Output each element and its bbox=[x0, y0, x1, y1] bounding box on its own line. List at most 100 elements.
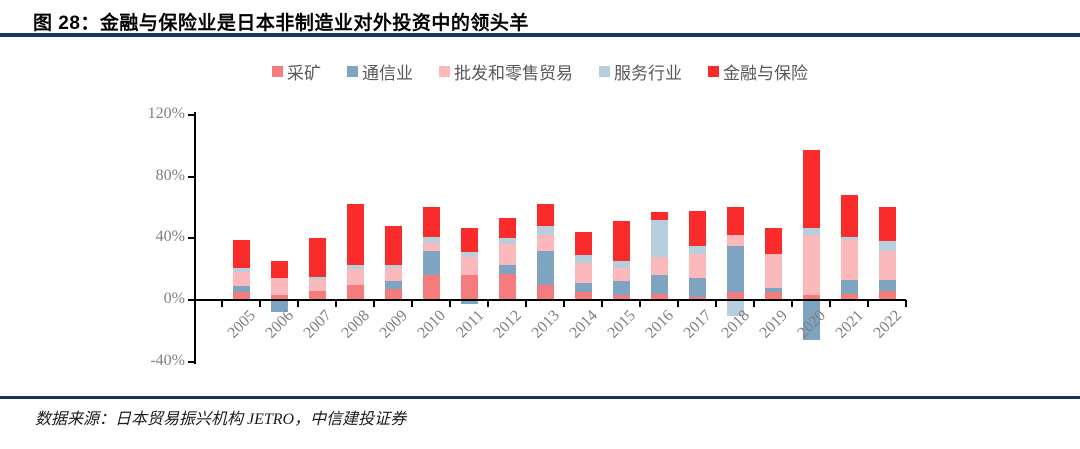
x-axis-label-2009: 2009 bbox=[376, 307, 412, 342]
y-axis-tick-label: 40% bbox=[155, 228, 185, 246]
legend-label: 服务行业 bbox=[614, 64, 682, 83]
y-axis-tick bbox=[188, 299, 195, 301]
bar-segment-2022-批发和零售贸易 bbox=[878, 250, 896, 280]
x-axis-label-2005: 2005 bbox=[224, 307, 260, 342]
bar-segment-2009-批发和零售贸易 bbox=[384, 267, 402, 282]
bar-segment-2017-金融与保险 bbox=[688, 210, 706, 247]
bar-segment-2010-服务行业 bbox=[422, 236, 440, 243]
bar-segment-2013-服务行业 bbox=[536, 225, 554, 236]
x-axis-label-2013: 2013 bbox=[528, 307, 564, 342]
x-axis-tick bbox=[753, 300, 755, 307]
bar-segment-2014-通信业 bbox=[574, 283, 592, 293]
bar-segment-2021-服务行业 bbox=[840, 236, 858, 240]
bar-segment-2015-通信业 bbox=[612, 281, 630, 296]
bar-segment-2013-金融与保险 bbox=[536, 204, 554, 226]
bar-segment-2011-通信业 bbox=[460, 301, 478, 305]
bar-segment-2020-批发和零售贸易 bbox=[802, 235, 820, 296]
bar-segment-2020-通信业 bbox=[802, 301, 820, 340]
bar-segment-2016-通信业 bbox=[650, 275, 668, 294]
x-axis-label-2022: 2022 bbox=[870, 307, 906, 342]
x-axis-tick bbox=[563, 300, 565, 307]
bar-segment-2005-采矿 bbox=[232, 292, 250, 300]
x-axis-tick bbox=[791, 300, 793, 307]
bar-segment-2017-采矿 bbox=[688, 296, 706, 300]
legend-swatch-icon bbox=[347, 66, 358, 77]
bar-segment-2007-服务行业 bbox=[308, 276, 326, 280]
bar-segment-2016-采矿 bbox=[650, 293, 668, 300]
bar-segment-2012-批发和零售贸易 bbox=[498, 244, 516, 265]
bar-segment-2022-采矿 bbox=[878, 290, 896, 300]
bar-segment-2011-服务行业 bbox=[460, 252, 478, 257]
bar-segment-2014-批发和零售贸易 bbox=[574, 262, 592, 284]
x-axis-label-2020: 2020 bbox=[794, 307, 830, 342]
bar-segment-2008-服务行业 bbox=[346, 264, 364, 270]
legend-swatch-icon bbox=[439, 66, 450, 77]
bar-segment-2011-批发和零售贸易 bbox=[460, 256, 478, 276]
bar-segment-2016-批发和零售贸易 bbox=[650, 256, 668, 276]
x-axis-tick bbox=[449, 300, 451, 307]
bar-segment-2020-服务行业 bbox=[802, 227, 820, 236]
legend-item-2: 批发和零售贸易 bbox=[439, 59, 573, 84]
y-axis-line bbox=[194, 111, 196, 364]
x-axis-label-2010: 2010 bbox=[414, 307, 450, 342]
bar-segment-2008-批发和零售贸易 bbox=[346, 269, 364, 285]
bar-segment-2009-服务行业 bbox=[384, 264, 402, 268]
bar-segment-2015-金融与保险 bbox=[612, 221, 630, 262]
y-axis-tick bbox=[188, 113, 195, 116]
bar-segment-2005-通信业 bbox=[232, 286, 250, 293]
bar-segment-2018-采矿 bbox=[726, 292, 744, 300]
data-source-note: 数据来源：日本贸易振兴机构 JETRO，中信建投证券 bbox=[35, 411, 407, 428]
bar-segment-2006-采矿 bbox=[270, 295, 288, 300]
bar-segment-2012-通信业 bbox=[498, 264, 516, 274]
bar-segment-2006-通信业 bbox=[270, 301, 288, 312]
bar-segment-2007-金融与保险 bbox=[308, 238, 326, 277]
y-axis-tick bbox=[188, 175, 195, 178]
title-divider-rule bbox=[0, 33, 1080, 37]
x-axis-tick bbox=[639, 300, 641, 307]
y-axis-tick-label: 120% bbox=[147, 104, 185, 122]
x-axis-tick bbox=[221, 300, 223, 307]
bar-segment-2012-服务行业 bbox=[498, 238, 516, 245]
bar-segment-2021-金融与保险 bbox=[840, 195, 858, 237]
x-axis-line bbox=[195, 299, 906, 301]
legend-item-4: 金融与保险 bbox=[708, 59, 808, 84]
bar-segment-2016-服务行业 bbox=[650, 219, 668, 257]
chart-legend: 采矿 通信业 批发和零售贸易 服务行业 金融与保险 bbox=[0, 59, 1080, 84]
x-axis-label-2012: 2012 bbox=[490, 307, 526, 342]
bar-segment-2021-采矿 bbox=[840, 293, 858, 300]
bar-segment-2010-批发和零售贸易 bbox=[422, 242, 440, 251]
y-axis-tick-label: -40% bbox=[150, 351, 185, 369]
x-axis-label-2007: 2007 bbox=[300, 307, 336, 342]
bar-segment-2018-金融与保险 bbox=[726, 207, 744, 236]
legend-item-3: 服务行业 bbox=[599, 59, 682, 84]
x-axis-tick bbox=[525, 300, 527, 307]
x-axis-tick bbox=[259, 300, 261, 307]
bar-segment-2008-采矿 bbox=[346, 284, 364, 300]
bar-segment-2011-金融与保险 bbox=[460, 227, 478, 253]
x-axis-tick bbox=[335, 300, 337, 307]
bar-segment-2009-金融与保险 bbox=[384, 225, 402, 265]
bar-segment-2017-批发和零售贸易 bbox=[688, 253, 706, 279]
bar-segment-2005-批发和零售贸易 bbox=[232, 272, 250, 287]
bar-segment-2012-采矿 bbox=[498, 273, 516, 300]
x-axis-label-2021: 2021 bbox=[832, 307, 868, 342]
legend-item-0: 采矿 bbox=[272, 59, 321, 84]
bar-segment-2013-通信业 bbox=[536, 250, 554, 285]
legend-swatch-icon bbox=[272, 66, 283, 77]
bar-segment-2015-批发和零售贸易 bbox=[612, 267, 630, 282]
y-axis-tick-label: 80% bbox=[155, 166, 185, 184]
x-axis-tick bbox=[601, 300, 603, 307]
x-axis-label-2016: 2016 bbox=[642, 307, 678, 342]
bar-segment-2018-通信业 bbox=[726, 246, 744, 293]
bar-segment-2010-采矿 bbox=[422, 275, 440, 300]
bar-segment-2021-通信业 bbox=[840, 279, 858, 294]
bar-segment-2019-采矿 bbox=[764, 292, 782, 300]
bar-segment-2014-采矿 bbox=[574, 292, 592, 300]
bar-segment-2005-金融与保险 bbox=[232, 239, 250, 268]
bar-segment-2019-金融与保险 bbox=[764, 227, 782, 254]
bar-segment-2013-批发和零售贸易 bbox=[536, 235, 554, 251]
x-axis-tick bbox=[373, 300, 375, 307]
bar-segment-2006-金融与保险 bbox=[270, 261, 288, 279]
x-axis-tick bbox=[867, 300, 869, 307]
bar-segment-2013-采矿 bbox=[536, 284, 554, 300]
